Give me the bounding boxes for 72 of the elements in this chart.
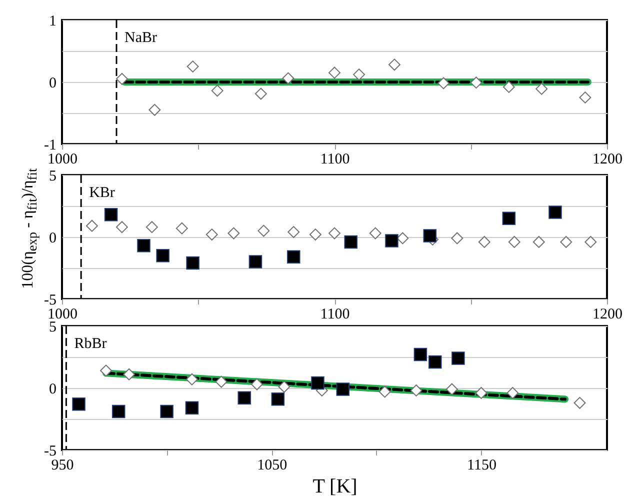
x-tick-label: 1200 xyxy=(592,306,622,322)
point xyxy=(452,352,465,365)
x-tick-label: 1050 xyxy=(257,458,288,474)
y-tick-label: -1 xyxy=(44,138,56,154)
point xyxy=(215,376,228,388)
y-tick-label: 0 xyxy=(49,382,56,398)
x-tick-label: 1150 xyxy=(467,458,496,474)
point xyxy=(72,397,86,411)
point xyxy=(388,58,400,71)
point xyxy=(336,382,350,396)
point xyxy=(206,228,218,240)
x-tick-label: 1000 xyxy=(48,306,78,322)
x-tick-label: 950 xyxy=(51,458,74,474)
annotation: RbBr xyxy=(74,336,107,352)
point xyxy=(410,384,422,396)
point xyxy=(506,386,519,399)
point xyxy=(423,229,436,242)
point xyxy=(287,250,300,264)
point xyxy=(428,355,442,369)
point xyxy=(378,386,391,398)
point xyxy=(112,404,126,418)
y-tick-label: 0 xyxy=(49,230,56,246)
y-tick-label: -5 xyxy=(44,444,56,460)
point xyxy=(148,104,161,116)
y-tick-label: 5 xyxy=(49,320,56,336)
point xyxy=(211,84,224,97)
point xyxy=(100,364,112,377)
point xyxy=(502,212,516,226)
point xyxy=(186,373,198,386)
point xyxy=(475,386,488,399)
point xyxy=(311,376,324,390)
point xyxy=(309,228,322,240)
y-tick-label: 1 xyxy=(49,14,56,30)
x-axis-title: T [K] xyxy=(312,476,358,498)
point xyxy=(146,221,158,234)
point xyxy=(185,401,199,414)
point xyxy=(414,348,428,362)
point xyxy=(137,239,150,252)
annotation: KBr xyxy=(89,185,115,201)
point xyxy=(116,221,128,234)
point xyxy=(248,255,262,268)
annotation: NaBr xyxy=(124,30,157,46)
point xyxy=(470,76,482,89)
y-tick-label: 0 xyxy=(49,76,56,92)
point xyxy=(396,232,409,244)
x-tick-label: 1000 xyxy=(48,152,78,168)
point xyxy=(104,208,118,222)
x-tick-label: 1100 xyxy=(320,306,350,322)
y-tick-label: 5 xyxy=(49,168,56,184)
point xyxy=(282,72,294,84)
point xyxy=(536,82,548,95)
x-tick-label: 1200 xyxy=(592,152,622,168)
y-tick-label: -5 xyxy=(44,292,56,308)
point xyxy=(278,380,290,393)
point xyxy=(228,227,240,240)
point xyxy=(156,248,170,262)
point xyxy=(385,234,398,248)
x-tick-label: 1100 xyxy=(320,152,350,168)
point xyxy=(271,392,285,406)
point xyxy=(116,72,128,85)
point xyxy=(353,68,365,81)
point xyxy=(548,206,562,219)
point xyxy=(502,80,515,93)
point xyxy=(123,368,136,380)
point xyxy=(438,77,450,90)
point xyxy=(238,391,251,405)
point xyxy=(344,235,358,249)
point xyxy=(451,232,464,244)
point xyxy=(250,378,263,390)
point xyxy=(160,404,174,418)
point xyxy=(446,383,458,396)
point xyxy=(186,256,200,270)
